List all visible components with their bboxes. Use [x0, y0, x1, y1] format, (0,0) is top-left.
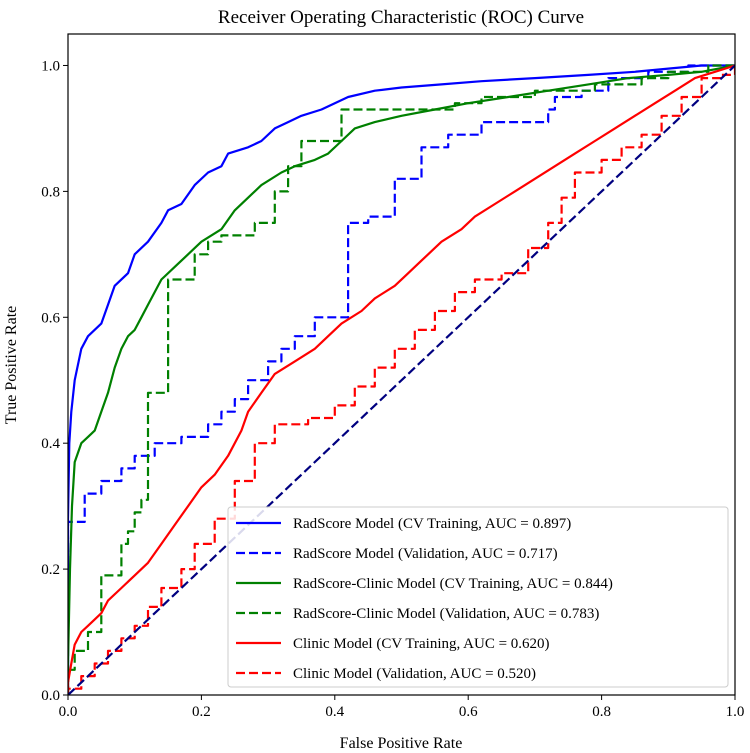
legend-label-5: Clinic Model (Validation, AUC = 0.520) — [293, 666, 536, 682]
x-axis-label: False Positive Rate — [340, 735, 463, 752]
series-line-4 — [68, 64, 735, 695]
y-tick-label: 0.4 — [41, 436, 60, 452]
plot-frame — [67, 33, 736, 696]
y-axis: 0.0 0.2 0.4 0.6 0.8 1.0 — [41, 58, 68, 704]
series-line-2 — [68, 64, 735, 695]
legend-label-1: RadScore Model (Validation, AUC = 0.717) — [293, 546, 558, 562]
y-axis-label: True Positive Rate — [3, 306, 20, 425]
legend-label-4: Clinic Model (CV Training, AUC = 0.620) — [293, 636, 550, 652]
chance-diagonal-line — [68, 64, 735, 695]
series-line-0 — [68, 64, 735, 695]
y-tick-label: 0.6 — [41, 310, 60, 326]
series-line-3 — [68, 64, 735, 695]
legend-label-0: RadScore Model (CV Training, AUC = 0.897… — [293, 516, 571, 532]
x-tick-label: 0.6 — [459, 704, 478, 720]
x-tick-label: 1.0 — [726, 704, 745, 720]
y-tick-label: 0.2 — [41, 562, 60, 578]
series-line-5 — [68, 65, 735, 695]
chart-title: Receiver Operating Characteristic (ROC) … — [218, 7, 584, 28]
legend-frame — [227, 506, 729, 688]
x-tick-label: 0.0 — [59, 704, 78, 720]
y-tick-label: 0.0 — [41, 688, 60, 704]
y-tick-label: 0.8 — [41, 184, 60, 200]
legend-label-3: RadScore-Clinic Model (Validation, AUC =… — [293, 606, 599, 622]
x-tick-label: 0.8 — [592, 704, 611, 720]
y-tick-label: 1.0 — [41, 58, 60, 74]
x-tick-label: 0.4 — [325, 704, 344, 720]
x-axis: 0.0 0.2 0.4 0.6 0.8 1.0 — [59, 695, 745, 720]
legend-label-2: RadScore-Clinic Model (CV Training, AUC … — [293, 576, 613, 592]
series-line-1 — [68, 64, 735, 695]
legend: RadScore Model (CV Training, AUC = 0.897… — [227, 506, 729, 688]
series-layer — [68, 64, 735, 695]
x-tick-label: 0.2 — [192, 704, 211, 720]
